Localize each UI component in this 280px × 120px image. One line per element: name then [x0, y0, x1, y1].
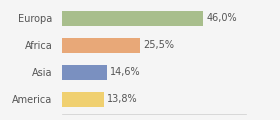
Text: 14,6%: 14,6% — [110, 67, 140, 77]
Bar — [62, 38, 140, 53]
Text: 25,5%: 25,5% — [143, 40, 174, 50]
Bar — [62, 11, 203, 26]
Bar — [62, 92, 104, 107]
Text: 13,8%: 13,8% — [107, 94, 138, 104]
Text: 46,0%: 46,0% — [206, 13, 237, 23]
Bar — [62, 65, 107, 80]
